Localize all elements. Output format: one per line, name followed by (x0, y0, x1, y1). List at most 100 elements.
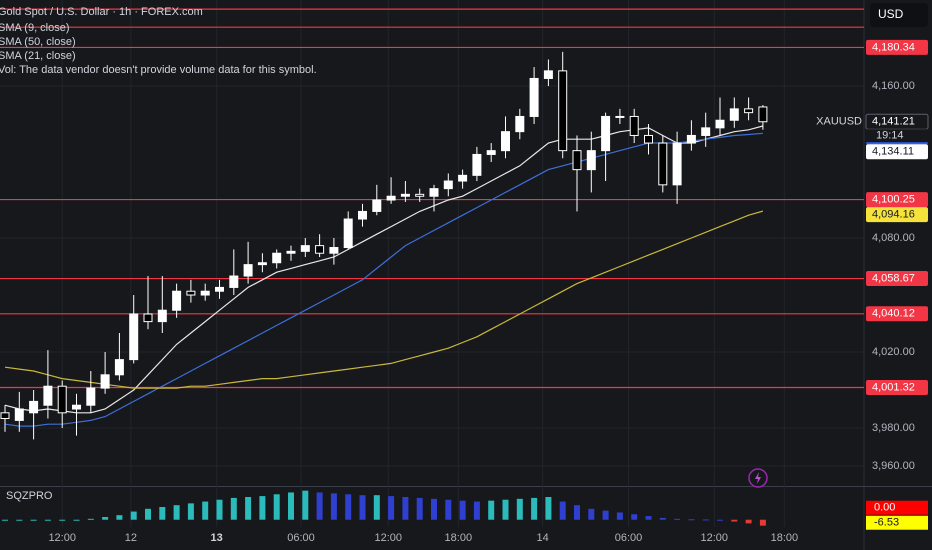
histogram-bar (645, 516, 652, 520)
legend-entry: Vol: The data vendor doesn't provide vol… (0, 64, 317, 76)
price-label: 4,040.12 (872, 308, 915, 320)
histogram-bar (688, 519, 695, 521)
histogram-bar (559, 501, 566, 520)
candle-body (329, 247, 339, 254)
histogram-bar (745, 519, 752, 524)
candle-body (400, 193, 410, 197)
plot-area (0, 8, 864, 526)
indicator-label-box (866, 515, 928, 530)
histogram-bar (502, 499, 509, 520)
histogram-bar (102, 517, 109, 520)
histogram-bar (130, 511, 137, 520)
x-tick-label: 12 (125, 532, 137, 544)
candle-body (672, 142, 682, 186)
candle-body (243, 264, 253, 277)
candle-body (315, 245, 325, 254)
histogram-bar (173, 505, 180, 520)
candle-body (172, 290, 182, 311)
price-label: 4,180.34 (872, 41, 915, 53)
price-label-box (865, 113, 929, 130)
candle-body (572, 150, 582, 171)
candle-body (758, 106, 768, 123)
histogram-bar (488, 500, 495, 520)
candle-body (686, 134, 696, 144)
histogram-bar (373, 495, 380, 520)
histogram-bar (59, 519, 66, 521)
candle-body (200, 290, 210, 296)
histogram-bar (230, 497, 237, 520)
price-label-box (866, 192, 928, 208)
histogram-bar (445, 499, 452, 520)
candle-body (372, 199, 382, 212)
candle-body (586, 150, 596, 171)
chart-title: Gold Spot / U.S. Dollar · 1h · FOREX.com (0, 6, 203, 18)
histogram-bar (359, 495, 366, 520)
alert-icon[interactable] (748, 468, 768, 488)
currency[interactable]: USD (878, 7, 904, 21)
histogram-bar (259, 496, 266, 520)
candle-body (29, 400, 39, 414)
candle-body (257, 262, 267, 266)
price-label: 4,094.16 (872, 208, 915, 220)
histogram-bar (602, 510, 609, 520)
candle-body (715, 119, 725, 129)
legend-entry: SMA (9, close) (0, 22, 70, 34)
x-tick-label: 12:00 (701, 532, 729, 544)
x-tick-label: 06:00 (615, 532, 643, 544)
candle-body (458, 174, 468, 182)
candle-body (286, 250, 296, 254)
x-tick-label: 18:00 (771, 532, 799, 544)
candle-body (215, 286, 225, 292)
candle-body (0, 412, 10, 420)
candle-body (529, 77, 539, 117)
legend-entry: SMA (21, close) (0, 50, 76, 62)
candle-body (644, 134, 654, 144)
candle-body (343, 218, 353, 249)
candle-body (543, 70, 553, 79)
candle-body (558, 70, 568, 152)
currency-button[interactable] (870, 3, 928, 27)
symbol-label: XAUUSD (816, 116, 862, 128)
candle-body (601, 115, 611, 152)
histogram-bar (202, 501, 209, 520)
price-label-box (866, 306, 928, 322)
candle-body (300, 245, 310, 252)
candle-body (429, 188, 439, 197)
histogram-bar (330, 493, 337, 520)
x-tick-label: 18:00 (445, 532, 473, 544)
candle-body (129, 313, 139, 361)
price-label: 4,141.21 (872, 116, 915, 128)
histogram-bar (545, 497, 552, 520)
y-tick-label: 3,960.00 (872, 460, 915, 472)
histogram-bar (702, 519, 709, 521)
price-label-box (866, 39, 928, 55)
candle-body (229, 275, 239, 288)
candle-body (515, 115, 525, 133)
histogram-bar (44, 519, 51, 521)
candle-body (114, 359, 124, 376)
candle-body (615, 115, 625, 118)
x-tick-label: 06:00 (287, 532, 315, 544)
histogram-bar (302, 490, 309, 520)
indicator-name: SQZPRO (6, 490, 53, 502)
candle-body (486, 150, 496, 155)
histogram-bar (316, 492, 323, 520)
ma-line (4, 210, 764, 389)
histogram-bar (30, 519, 37, 521)
x-tick-label: 14 (537, 532, 549, 544)
candle-body (100, 374, 110, 389)
price-label-box (866, 271, 928, 287)
histogram-bar (588, 508, 595, 520)
histogram-bar (116, 515, 123, 520)
price-label-box (866, 380, 928, 396)
ma-line (4, 132, 763, 427)
candle-body (629, 115, 639, 136)
candle-body (186, 290, 196, 296)
countdown: 19:14 (876, 130, 904, 142)
histogram-bar (273, 494, 280, 520)
alert-bolt (755, 472, 761, 484)
histogram-bar (659, 517, 666, 520)
candle-body (272, 252, 282, 264)
